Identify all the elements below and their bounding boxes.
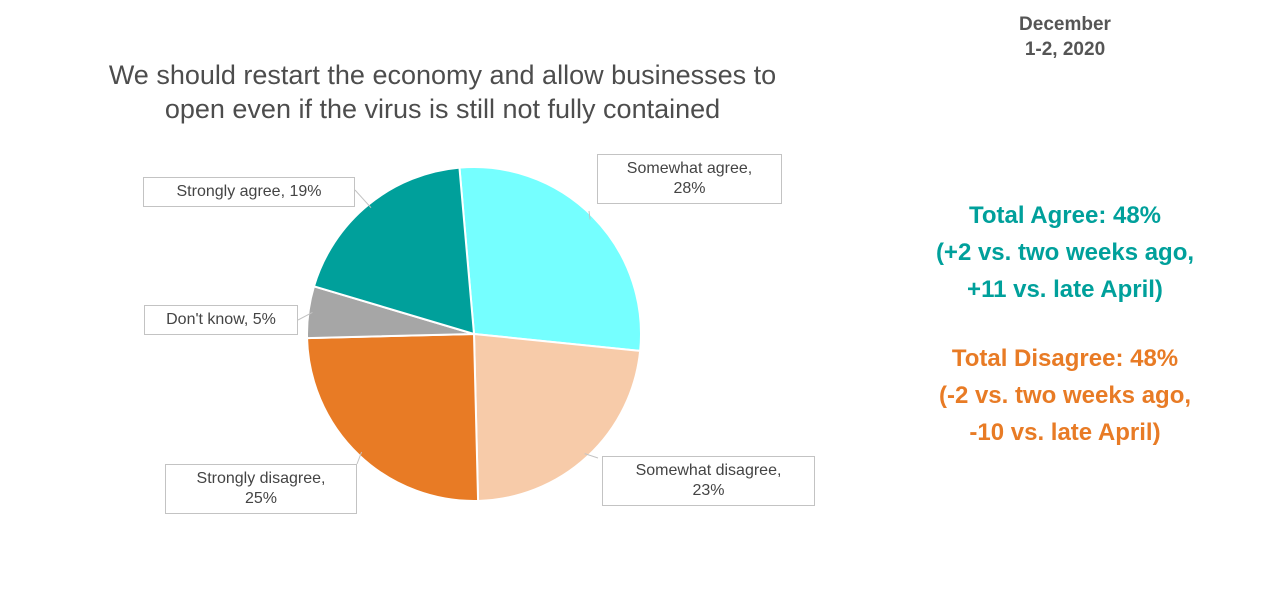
leader-line-dont-know xyxy=(297,311,313,321)
leader-line-somewhat-agree xyxy=(588,210,591,220)
survey-date-line-2: 1-2, 2020 xyxy=(1024,39,1106,60)
slice-label-somewhat-disagree: Somewhat disagree, 23% xyxy=(602,456,815,506)
total-disagree-heading: Total Disagree: 48% xyxy=(951,345,1179,372)
chart-title-line-2: open even if the virus is still not full… xyxy=(164,94,721,124)
leader-line-strongly-disagree xyxy=(356,451,363,465)
total-agree-summary: Total Agree: 48% (+2 vs. two weeks ago, … xyxy=(885,197,1245,308)
pie-slice-somewhat-agree xyxy=(458,166,642,352)
leader-line-somewhat-disagree xyxy=(584,453,599,459)
pie-slice-somewhat-disagree xyxy=(472,332,642,502)
total-disagree-change-two-weeks: (-2 vs. two weeks ago, xyxy=(938,382,1192,409)
leader-line-strongly-agree xyxy=(354,189,372,209)
pie-slice-strongly-disagree xyxy=(306,332,480,502)
chart-title: We should restart the economy and allow … xyxy=(30,58,855,126)
total-agree-change-two-weeks: (+2 vs. two weeks ago, xyxy=(935,239,1195,266)
pie-slices xyxy=(306,166,642,502)
chart-title-line-1: We should restart the economy and allow … xyxy=(108,60,777,90)
slice-label-strongly-agree: Strongly agree, 19% xyxy=(143,177,355,207)
survey-date-line-1: December xyxy=(1019,14,1111,35)
total-agree-heading: Total Agree: 48% xyxy=(968,202,1162,229)
total-disagree-summary: Total Disagree: 48% (-2 vs. two weeks ag… xyxy=(885,340,1245,451)
survey-date: December 1-2, 2020 xyxy=(960,12,1170,62)
slice-label-dont-know: Don't know, 5% xyxy=(144,305,298,335)
leader-lines xyxy=(297,189,599,465)
slice-label-strongly-disagree: Strongly disagree, 25% xyxy=(165,464,357,514)
total-disagree-change-april: -10 vs. late April) xyxy=(969,419,1161,446)
total-agree-change-april: +11 vs. late April) xyxy=(967,276,1163,303)
slice-label-somewhat-agree: Somewhat agree, 28% xyxy=(597,154,782,204)
